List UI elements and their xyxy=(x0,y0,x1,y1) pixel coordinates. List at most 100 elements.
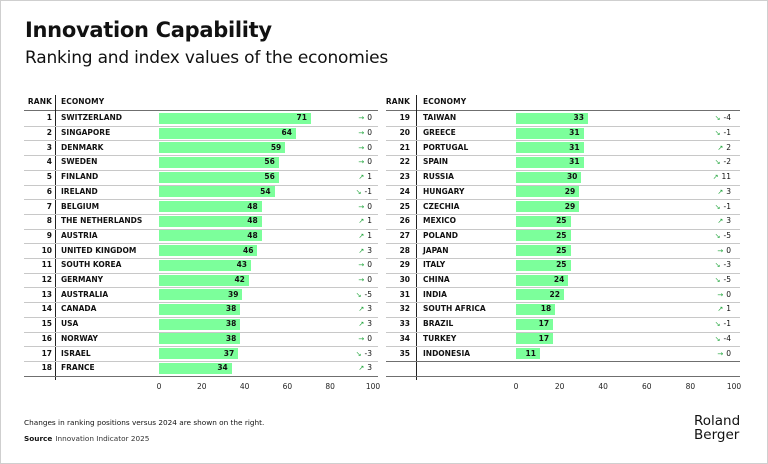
change-value: 0 xyxy=(367,113,372,123)
change-down-arrow-icon: ↘ xyxy=(714,276,721,285)
rank-change: ↘ -5 xyxy=(691,275,731,284)
rank-cell: 10 xyxy=(41,245,52,255)
rank-cell: 5 xyxy=(46,172,52,182)
bar-value-label: 17 xyxy=(538,319,550,329)
bar-value-label: 25 xyxy=(556,245,567,255)
bar-value-label: 42 xyxy=(234,275,245,285)
rank-change: ↘ -5 xyxy=(691,231,731,240)
economy-cell: TAIWAN xyxy=(423,113,457,123)
row-separator xyxy=(24,169,378,171)
change-up-arrow-icon: ↗ xyxy=(358,173,365,182)
row-separator xyxy=(386,316,740,318)
change-value: 0 xyxy=(726,289,731,299)
economy-cell: BRAZIL xyxy=(423,319,454,329)
rank-cell: 4 xyxy=(46,157,52,167)
change-value: -4 xyxy=(723,333,731,343)
x-axis-tick-label: 0 xyxy=(156,382,162,391)
rank-change: → 0 xyxy=(332,113,372,122)
rank-cell: 17 xyxy=(41,348,52,358)
economy-cell: DENMARK xyxy=(61,142,104,152)
rank-cell: 22 xyxy=(399,157,410,167)
change-value: 1 xyxy=(367,172,372,182)
rank-change: → 0 xyxy=(332,275,372,284)
change-value: 3 xyxy=(726,216,731,226)
row-separator xyxy=(386,272,740,274)
change-down-arrow-icon: ↘ xyxy=(714,129,721,138)
source-label: Source xyxy=(24,434,53,443)
value-bar xyxy=(516,142,584,154)
value-bar xyxy=(159,303,241,315)
value-bar xyxy=(159,230,262,242)
economy-cell: FRANCE xyxy=(61,363,95,373)
rank-change: ↘ -1 xyxy=(332,187,372,196)
economy-cell: IRELAND xyxy=(61,186,98,196)
roland-berger-logo: Roland Berger xyxy=(694,414,740,442)
rank-change: → 0 xyxy=(332,260,372,269)
economy-cell: BELGIUM xyxy=(61,201,100,211)
chart-title: Innovation Capability xyxy=(25,18,272,42)
row-separator xyxy=(24,272,378,274)
row-separator xyxy=(386,184,740,186)
row-separator xyxy=(386,258,740,259)
x-axis-tick-label: 60 xyxy=(282,382,293,391)
change-value: 3 xyxy=(367,245,372,255)
bar-value-label: 29 xyxy=(564,201,576,211)
rank-change: ↘ -1 xyxy=(691,128,731,137)
change-same-arrow-icon: → xyxy=(358,276,365,285)
change-value: 11 xyxy=(721,172,731,182)
row-separator xyxy=(386,125,740,127)
change-value: 0 xyxy=(367,275,372,285)
change-value: -1 xyxy=(723,201,731,211)
change-value: -3 xyxy=(364,348,372,358)
rank-cell: 12 xyxy=(41,275,52,285)
row-separator xyxy=(386,199,740,201)
economy-cell: INDONESIA xyxy=(423,348,471,358)
rank-change: ↘ -3 xyxy=(332,349,372,358)
rank-cell: 18 xyxy=(41,363,52,373)
rank-cell: 28 xyxy=(399,245,410,255)
rank-change: ↗ 1 xyxy=(332,216,372,225)
change-value: -3 xyxy=(723,260,731,270)
change-value: -1 xyxy=(364,186,372,196)
economy-cell: ITALY xyxy=(423,260,446,270)
row-separator xyxy=(24,140,378,142)
rank-change: ↘ -4 xyxy=(691,334,731,343)
rank-change: ↗ 1 xyxy=(332,172,372,181)
economy-cell: AUSTRIA xyxy=(61,230,98,240)
change-value: -5 xyxy=(723,275,731,285)
column-header-rank: RANK xyxy=(385,97,410,106)
row-separator xyxy=(24,243,378,245)
economy-cell: SOUTH AFRICA xyxy=(423,304,486,314)
column-divider xyxy=(55,95,56,380)
change-value: -1 xyxy=(723,128,731,138)
rank-change: ↘ -1 xyxy=(691,319,731,328)
economy-cell: GERMANY xyxy=(61,275,104,285)
rank-change: → 0 xyxy=(691,246,731,255)
rank-cell: 23 xyxy=(399,172,410,182)
row-separator xyxy=(24,228,378,230)
rank-cell: 30 xyxy=(399,275,410,285)
row-separator xyxy=(386,213,740,215)
value-bar xyxy=(516,303,556,315)
change-value: 0 xyxy=(367,260,372,270)
change-up-arrow-icon: ↗ xyxy=(717,217,724,226)
bar-value-label: 39 xyxy=(228,289,239,299)
change-same-arrow-icon: → xyxy=(358,114,365,123)
change-same-arrow-icon: → xyxy=(717,290,724,299)
rank-cell: 15 xyxy=(41,319,52,329)
rank-change: ↘ -1 xyxy=(691,202,731,211)
rank-change: ↘ -2 xyxy=(691,157,731,166)
change-same-arrow-icon: → xyxy=(358,202,365,211)
row-separator xyxy=(386,228,740,230)
economy-cell: SWEDEN xyxy=(61,157,98,167)
value-bar xyxy=(159,289,243,301)
value-bar xyxy=(516,230,571,242)
value-bar xyxy=(516,274,569,286)
bar-value-label: 18 xyxy=(540,304,552,314)
rank-cell: 25 xyxy=(399,201,410,211)
source-line: Source Innovation Indicator 2025 xyxy=(24,434,149,443)
value-bar xyxy=(159,127,296,139)
row-separator xyxy=(24,155,378,157)
row-separator xyxy=(24,125,378,127)
change-down-arrow-icon: ↘ xyxy=(714,114,721,123)
